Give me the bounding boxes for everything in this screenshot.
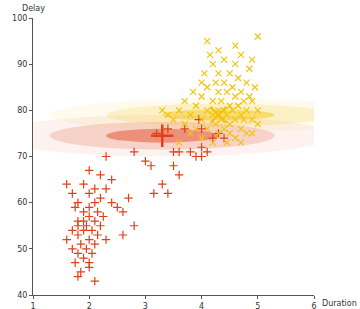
svg-text:4: 4 <box>199 302 204 309</box>
svg-text:1: 1 <box>30 302 35 309</box>
svg-text:50: 50 <box>17 245 27 254</box>
svg-text:80: 80 <box>17 106 27 115</box>
svg-text:6: 6 <box>311 302 316 309</box>
svg-text:60: 60 <box>17 198 27 207</box>
svg-text:2: 2 <box>87 302 92 309</box>
svg-text:3: 3 <box>143 302 148 309</box>
svg-text:70: 70 <box>17 152 27 161</box>
svg-text:5: 5 <box>255 302 260 309</box>
svg-text:100: 100 <box>12 14 27 23</box>
svg-text:Duration: Duration <box>322 299 357 308</box>
svg-text:90: 90 <box>17 60 27 69</box>
svg-text:Delay: Delay <box>22 4 45 13</box>
svg-text:40: 40 <box>17 291 27 300</box>
